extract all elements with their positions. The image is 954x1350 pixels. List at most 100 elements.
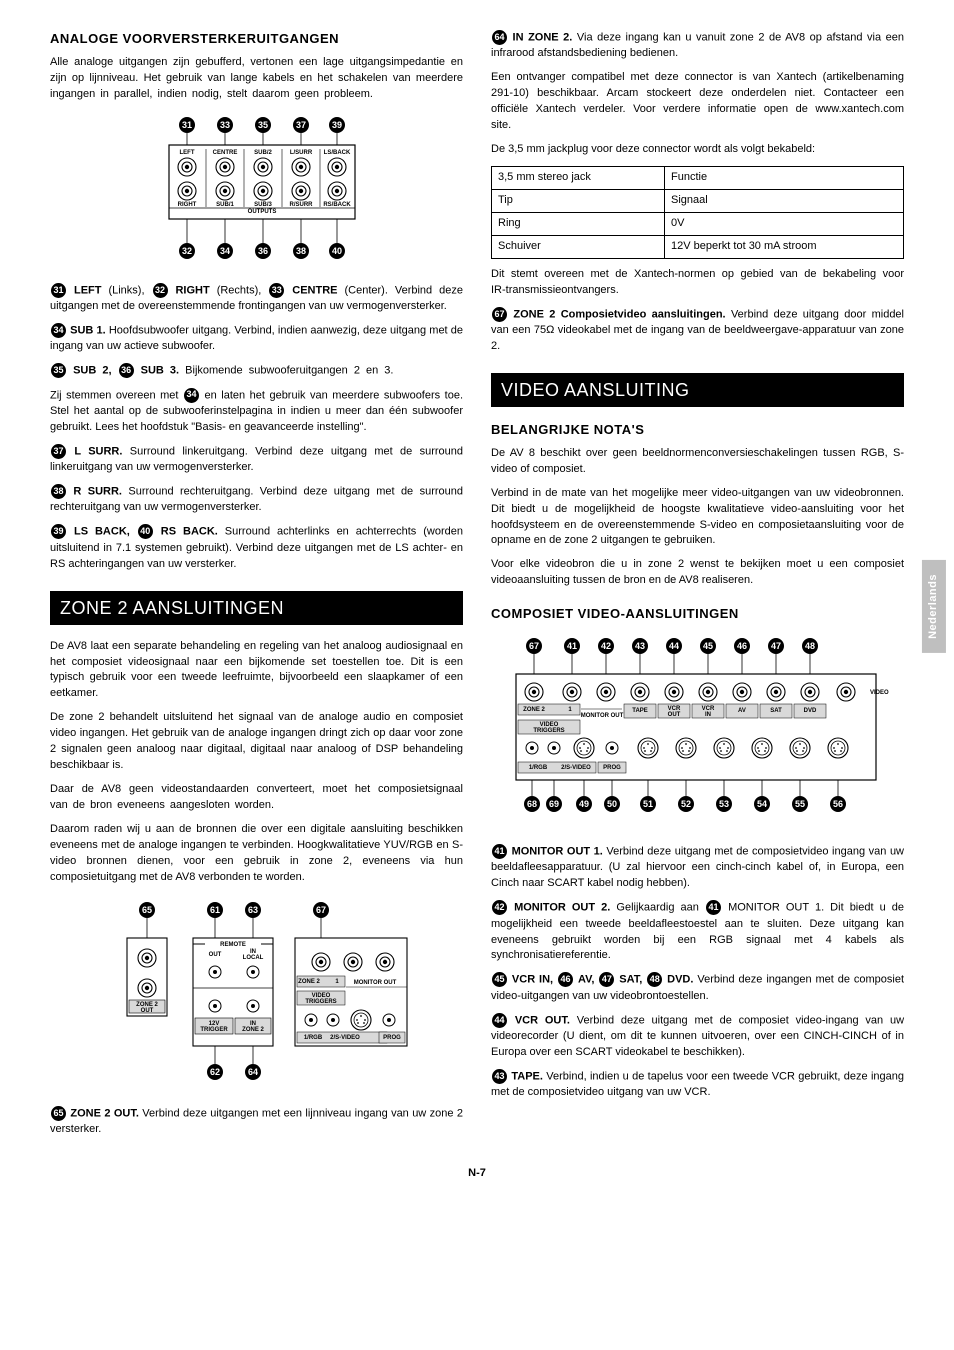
para-z2comp: 67 ZONE 2 Composietvideo aansluitingen. … xyxy=(491,307,904,355)
para-monitor2: 42 MONITOR OUT 2. Gelijkaardig aan 41 MO… xyxy=(491,900,904,964)
svg-text:2/S-VIDEO: 2/S-VIDEO xyxy=(561,765,591,771)
para-notas-2: Verbind in de mate van het mogelijke mee… xyxy=(491,486,904,550)
para-monitor1: 41 MONITOR OUT 1. Verbind deze uitgang m… xyxy=(491,844,904,892)
svg-text:L/SURR: L/SURR xyxy=(289,150,312,156)
badge-67: 67 xyxy=(492,307,507,322)
para-inzone2: 64 IN ZONE 2. Via deze ingang kan u vanu… xyxy=(491,30,904,62)
para-jack-intro: De 3,5 mm jackplug voor deze connector w… xyxy=(491,142,904,158)
svg-text:IN: IN xyxy=(705,712,711,718)
svg-text:PROG: PROG xyxy=(603,765,621,771)
two-column-layout: ANALOGE VOORVERSTERKERUITGANGEN Alle ana… xyxy=(50,30,904,1146)
svg-text:R/SURR: R/SURR xyxy=(289,202,313,208)
heading-analoge: ANALOGE VOORVERSTERKERUITGANGEN xyxy=(50,30,463,49)
para-notas-1: De AV 8 beschikt over geen beeldnormenco… xyxy=(491,446,904,478)
svg-text:TAPE: TAPE xyxy=(632,708,648,714)
svg-text:45: 45 xyxy=(702,641,712,651)
para-vcrin: 45 VCR IN, 46 AV, 47 SAT, 48 DVD. Verbin… xyxy=(491,972,904,1004)
svg-text:OUT: OUT xyxy=(140,1008,153,1014)
svg-text:63: 63 xyxy=(247,905,257,915)
para-jack-foot: Dit stemt overeen met de Xantech-normen … xyxy=(491,267,904,299)
svg-text:TRIGGERS: TRIGGERS xyxy=(305,999,336,1005)
svg-text:46: 46 xyxy=(736,641,746,651)
svg-text:47: 47 xyxy=(770,641,780,651)
svg-text:SUB/1: SUB/1 xyxy=(216,202,234,208)
svg-text:37: 37 xyxy=(295,120,305,130)
badge-39: 39 xyxy=(51,524,66,539)
table-head-b: Functie xyxy=(665,166,904,189)
page-number: N-7 xyxy=(50,1166,904,1182)
svg-text:ZONE 2: ZONE 2 xyxy=(523,707,545,713)
badge-36: 36 xyxy=(119,363,134,378)
para-sub23-line2: Zij stemmen overeen met 34 en laten het … xyxy=(50,388,463,436)
language-side-tab: Nederlands xyxy=(922,560,946,653)
badge-44: 44 xyxy=(492,1013,507,1028)
badge-33: 33 xyxy=(269,283,284,298)
svg-text:55: 55 xyxy=(794,799,804,809)
para-inzone2-b: Een ontvanger compatibel met deze connec… xyxy=(491,70,904,134)
svg-text:52: 52 xyxy=(680,799,690,809)
svg-text:44: 44 xyxy=(668,641,678,651)
para-sub1: 34 SUB 1. Hoofdsubwoofer uitgang. Verbin… xyxy=(50,323,463,355)
badge-34: 34 xyxy=(51,323,66,338)
svg-text:VIDEO: VIDEO xyxy=(870,690,889,696)
heading-video: VIDEO AANSLUITING xyxy=(491,373,904,407)
svg-text:41: 41 xyxy=(566,641,576,651)
left-column: ANALOGE VOORVERSTERKERUITGANGEN Alle ana… xyxy=(50,30,463,1146)
svg-text:SUB/3: SUB/3 xyxy=(254,202,272,208)
heading-notas: BELANGRIJKE NOTA'S xyxy=(491,421,904,440)
right-column: 64 IN ZONE 2. Via deze ingang kan u vanu… xyxy=(491,30,904,1146)
para-rsurr: 38 R SURR. Surround rechteruitgang. Verb… xyxy=(50,484,463,516)
svg-text:MONITOR OUT: MONITOR OUT xyxy=(353,980,396,986)
svg-text:TRIGGER: TRIGGER xyxy=(200,1027,228,1033)
svg-text:64: 64 xyxy=(247,1067,257,1077)
svg-text:32: 32 xyxy=(181,246,191,256)
badge-46: 46 xyxy=(558,972,573,987)
badge-48: 48 xyxy=(647,972,662,987)
svg-text:ZONE 2: ZONE 2 xyxy=(298,979,320,985)
svg-text:ZONE 2: ZONE 2 xyxy=(242,1027,264,1033)
badge-34b: 34 xyxy=(184,388,199,403)
svg-text:MONITOR OUT: MONITOR OUT xyxy=(580,713,623,719)
svg-text:35: 35 xyxy=(257,120,267,130)
badge-42: 42 xyxy=(492,900,507,915)
para-sub23-line1: 35 SUB 2, 36 SUB 3. Bijkomende subwoofer… xyxy=(50,363,463,379)
svg-text:DVD: DVD xyxy=(803,708,816,714)
svg-text:1/RGB: 1/RGB xyxy=(528,765,547,771)
svg-text:RIGHT: RIGHT xyxy=(177,202,196,208)
svg-text:LOCAL: LOCAL xyxy=(242,955,263,961)
table-row: Schuiver12V beperkt tot 30 mA stroom xyxy=(492,235,904,258)
badge-40: 40 xyxy=(138,524,153,539)
svg-text:34: 34 xyxy=(219,246,229,256)
badge-64: 64 xyxy=(492,30,507,45)
para-z2-3: Daar de AV8 geen videostandaarden conver… xyxy=(50,782,463,814)
svg-text:SAT: SAT xyxy=(770,708,782,714)
svg-text:48: 48 xyxy=(804,641,814,651)
svg-text:38: 38 xyxy=(295,246,305,256)
para-notas-3: Voor elke videobron die u in zone 2 wens… xyxy=(491,557,904,589)
badge-35: 35 xyxy=(51,363,66,378)
table-head-a: 3,5 mm stereo jack xyxy=(492,166,665,189)
para-lsback: 39 LS BACK, 40 RS BACK. Surround achterl… xyxy=(50,524,463,572)
table-row: Ring0V xyxy=(492,212,904,235)
svg-text:1/RGB: 1/RGB xyxy=(303,1035,322,1041)
svg-text:67: 67 xyxy=(315,905,325,915)
badge-43: 43 xyxy=(492,1069,507,1084)
badge-31: 31 xyxy=(51,283,66,298)
svg-text:AV: AV xyxy=(738,708,746,714)
badge-45: 45 xyxy=(492,972,507,987)
para-tape: 43 TAPE. Verbind, indien u de tapelus vo… xyxy=(491,1069,904,1101)
svg-text:2/S-VIDEO: 2/S-VIDEO xyxy=(330,1035,360,1041)
svg-text:LS/BACK: LS/BACK xyxy=(323,150,350,156)
para-z2-2: De zone 2 behandelt uitsluitend het sign… xyxy=(50,710,463,774)
svg-text:62: 62 xyxy=(209,1067,219,1077)
svg-text:31: 31 xyxy=(181,120,191,130)
svg-text:RS/BACK: RS/BACK xyxy=(323,202,351,208)
svg-text:36: 36 xyxy=(257,246,267,256)
jack-wiring-table: 3,5 mm stereo jack Functie TipSignaal Ri… xyxy=(491,166,904,259)
diagram-preamp-outputs: 31333537393234363840 LEFTCENTRESUB/2L/SU… xyxy=(50,113,463,269)
badge-38: 38 xyxy=(51,484,66,499)
svg-text:OUTPUTS: OUTPUTS xyxy=(247,209,276,215)
svg-text:CENTRE: CENTRE xyxy=(212,150,237,156)
svg-text:OUT: OUT xyxy=(667,712,680,718)
svg-text:65: 65 xyxy=(141,905,151,915)
